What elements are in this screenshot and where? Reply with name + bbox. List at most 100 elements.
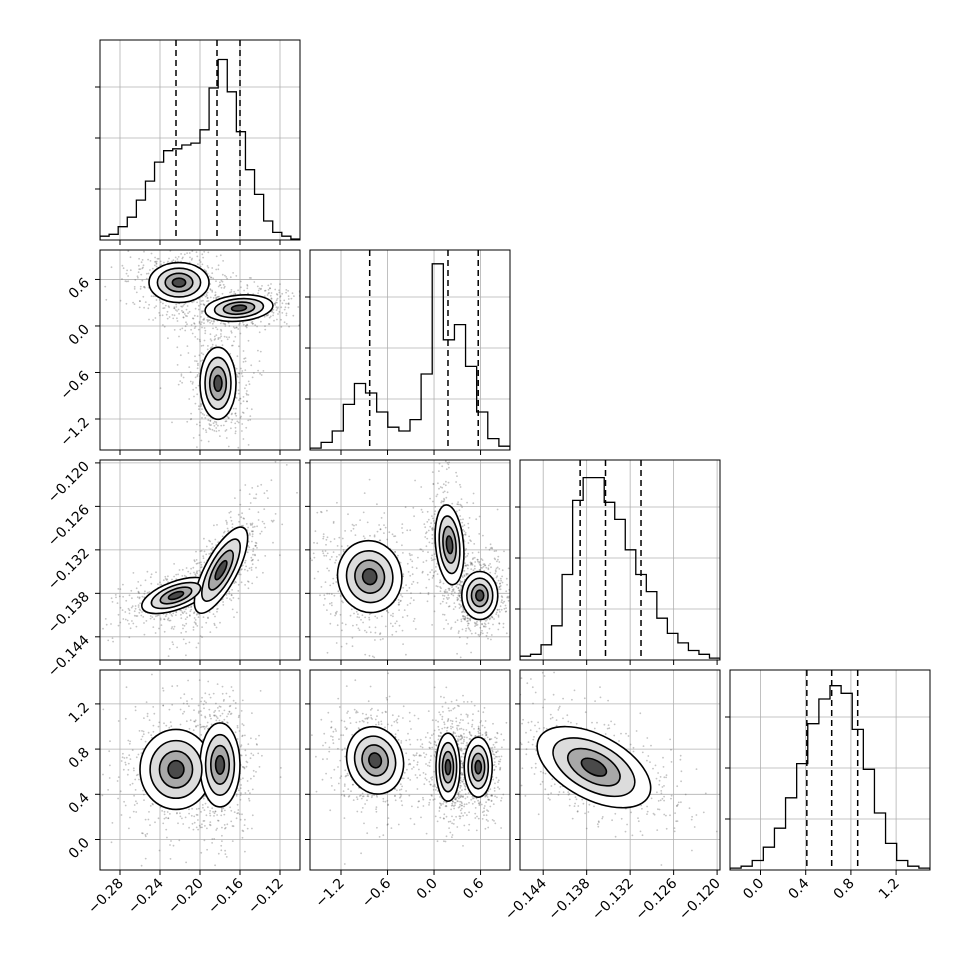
scatter-point [148,318,150,321]
scatter-point [373,534,376,537]
scatter-point [222,283,225,286]
scatter-point [131,620,133,622]
scatter-point [287,302,289,305]
scatter-point [188,614,191,617]
scatter-point [195,360,198,363]
scatter-point [495,567,498,570]
scatter-point [250,559,253,562]
scatter-point [463,524,466,527]
scatter-point [460,580,463,583]
scatter-point [176,346,179,349]
scatter-point [204,417,207,419]
scatter-point [187,312,190,314]
scatter-point [323,594,326,597]
scatter-point [200,403,203,406]
scatter-point [402,586,405,589]
scatter-point [151,616,154,618]
scatter-point [201,804,204,806]
scatter-point [264,325,266,327]
scatter-point [182,612,185,615]
scatter-point [213,624,216,626]
scatter-point [328,592,331,595]
scatter-point [439,581,442,583]
scatter-point [171,626,174,628]
scatter-point [203,303,206,306]
scatter-point [411,554,413,556]
scatter-point [326,567,329,570]
scatter-point [135,756,138,759]
scatter-point [332,520,335,523]
scatter-point [238,345,240,348]
scatter-point [250,566,253,569]
scatter-point [461,610,464,613]
scatter-point [386,609,388,612]
scatter-point [179,328,182,331]
scatter-point [433,513,436,515]
scatter-point [224,827,226,830]
scatter-point [170,627,173,630]
scatter-point [264,289,267,292]
scatter-point [188,366,191,368]
scatter-point [131,749,134,751]
scatter-point [341,629,343,632]
scatter-point [126,773,129,776]
scatter-point [248,567,251,570]
scatter-point [374,615,377,618]
scatter-point [242,438,245,440]
scatter-point [288,563,290,565]
scatter-point [245,384,248,387]
scatter-point [231,419,234,421]
scatter-point [156,614,159,617]
scatter-point [238,323,241,326]
scatter-point [185,622,188,625]
scatter-point [185,567,188,569]
scatter-point [220,286,223,289]
scatter-point [155,299,158,301]
scatter-point [456,475,458,477]
scatter-point [437,482,439,485]
scatter-point [490,566,492,569]
scatter-point [267,497,269,499]
scatter-point [241,734,244,737]
scatter-point [474,622,477,625]
scatter-point [448,605,451,608]
scatter-point [119,299,122,302]
scatter-point [145,701,148,703]
scatter-point [238,381,241,384]
scatter-point [497,555,500,558]
scatter-point [225,429,228,431]
scatter-point [443,500,445,503]
scatter-point [153,712,156,715]
scatter-point [214,864,217,867]
scatter-point [458,590,461,593]
scatter-point [500,608,503,611]
scatter-point [368,618,371,621]
scatter-point [229,510,232,513]
scatter-point [123,757,126,759]
scatter-point [221,280,224,283]
scatter-point [202,310,205,313]
scatter-point [132,622,135,625]
scatter-point [432,517,434,520]
scatter-point [200,321,203,323]
scatter-point [214,294,217,296]
scatter-point [196,814,199,816]
scatter-point [439,602,442,605]
scatter-point [237,289,240,292]
scatter-point [403,609,406,611]
scatter-point [212,810,215,813]
scatter-point [142,730,145,733]
scatter-point [326,609,328,611]
scatter-point [487,568,490,571]
scatter-point [192,388,195,391]
scatter-point [461,615,464,617]
scatter-point [334,614,336,617]
scatter-point [111,822,114,824]
scatter-point [247,743,250,745]
scatter-point [431,624,433,626]
scatter-point [188,812,191,815]
scatter-point [149,576,152,579]
scatter-point [501,596,504,599]
scatter-point [462,617,465,620]
